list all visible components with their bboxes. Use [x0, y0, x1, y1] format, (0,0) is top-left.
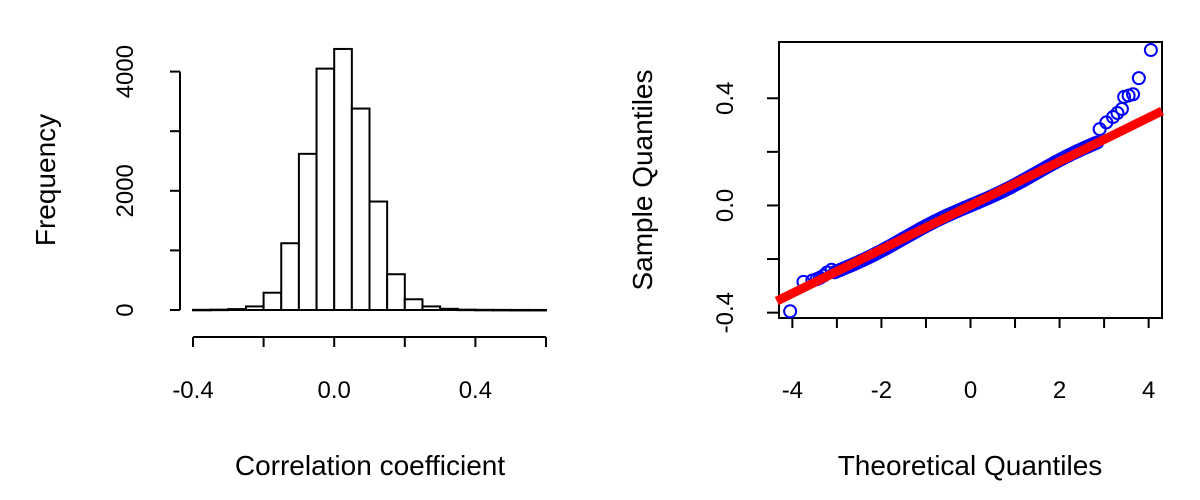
qq-x-axis: -4 -2 0 2 4	[782, 318, 1155, 404]
qq-plot-panel: -4 -2 0 2 4 -0.4 0.0 0.4 Theoretical Quantiles…	[627, 41, 1164, 481]
histogram-x-tick-label: -0.4	[172, 377, 213, 404]
qq-point-147	[1126, 87, 1141, 102]
qq-x-tick-label: -2	[871, 377, 892, 404]
histogram-bar-1	[209, 308, 230, 312]
histogram-bar-17	[492, 308, 512, 312]
histogram-y-tick-label: 2000	[112, 164, 139, 217]
histogram-bar-2	[227, 308, 247, 311]
qq-y-tick-label: -0.4	[712, 292, 739, 333]
histogram-bars	[192, 47, 547, 312]
histogram-bar-12	[403, 298, 424, 312]
qq-reference-line	[774, 106, 1164, 306]
qq-y-tick-label: 0.4	[712, 82, 739, 115]
qq-x-tick-label: -4	[782, 377, 803, 404]
histogram-bar-4	[262, 291, 283, 312]
qq-point-148	[1131, 71, 1146, 86]
histogram-bar-6	[297, 152, 318, 311]
histogram-x-tick-label: 0.0	[318, 377, 351, 404]
histogram-bar-3	[244, 305, 265, 312]
qq-y-tick-label: 0.0	[712, 189, 739, 222]
histogram-panel: -0.4 0.0 0.4 0 2000 4000 Correlation coeffic…	[30, 45, 547, 481]
histogram-y-axis: 0 2000 4000	[112, 45, 181, 317]
histogram-bar-8	[333, 47, 353, 312]
histogram-bar-18	[509, 308, 530, 312]
histogram-bar-7	[315, 67, 336, 312]
qq-point-0	[783, 304, 798, 319]
qq-points	[783, 43, 1158, 319]
histogram-bar-13	[421, 305, 442, 312]
histogram-y-tick-label: 4000	[112, 45, 139, 98]
qq-point-142	[1106, 110, 1121, 125]
histogram-bar-10	[368, 200, 389, 311]
qq-y-axis: -0.4 0.0 0.4	[712, 82, 779, 333]
qq-point-149	[1143, 43, 1158, 58]
qq-point-140	[1092, 122, 1107, 137]
histogram-bar-14	[439, 307, 459, 312]
histogram-bar-0	[192, 308, 212, 312]
histogram-bar-9	[350, 107, 371, 311]
histogram-y-label: Frequency	[30, 114, 61, 246]
qq-y-label: Sample Quantiles	[627, 69, 658, 290]
histogram-bar-19	[527, 308, 547, 312]
histogram-bar-16	[474, 308, 495, 312]
histogram-y-tick-label: 0	[112, 303, 139, 316]
histogram-x-axis: -0.4 0.0 0.4	[172, 336, 547, 404]
histogram-bar-5	[280, 242, 300, 311]
histogram-x-label: Correlation coefficient	[235, 450, 506, 481]
qq-x-tick-label: 2	[1053, 377, 1066, 404]
qq-x-tick-label: 4	[1142, 377, 1155, 404]
qq-x-label: Theoretical Quantiles	[838, 450, 1103, 481]
qq-x-tick-label: 0	[964, 377, 977, 404]
qq-point-143	[1110, 106, 1125, 121]
histogram-x-tick-label: 0.4	[459, 377, 492, 404]
histogram-bar-15	[456, 308, 477, 312]
histogram-bar-11	[386, 273, 406, 311]
